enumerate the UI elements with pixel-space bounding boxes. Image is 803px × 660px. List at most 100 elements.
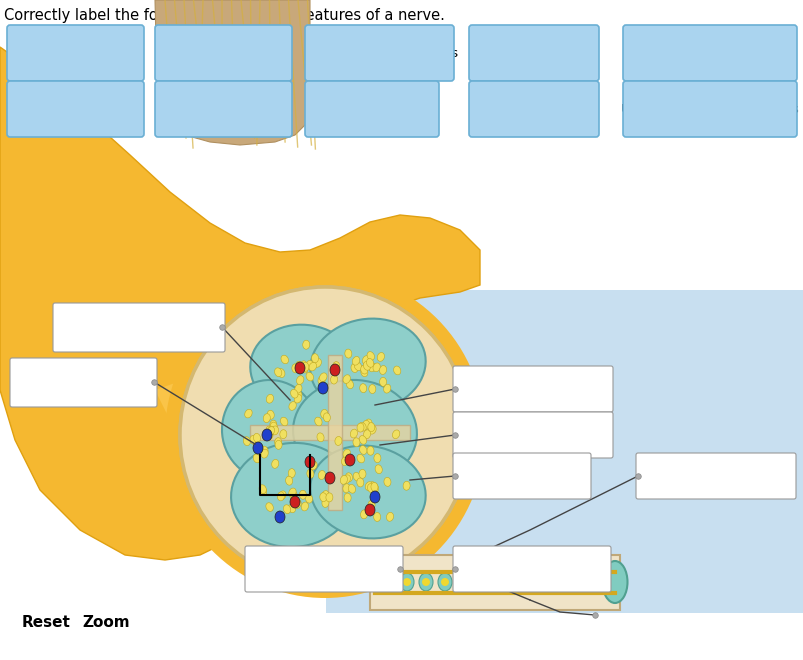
Ellipse shape bbox=[275, 438, 281, 447]
Ellipse shape bbox=[375, 465, 381, 474]
Ellipse shape bbox=[513, 573, 528, 591]
Ellipse shape bbox=[350, 429, 357, 438]
Text: Unmyelinated nerve fibers: Unmyelinated nerve fibers bbox=[621, 102, 798, 115]
Ellipse shape bbox=[266, 503, 273, 512]
Ellipse shape bbox=[277, 369, 284, 378]
Circle shape bbox=[422, 578, 430, 586]
Ellipse shape bbox=[280, 417, 287, 426]
Ellipse shape bbox=[383, 384, 390, 393]
Ellipse shape bbox=[267, 426, 275, 435]
Ellipse shape bbox=[359, 436, 366, 444]
Circle shape bbox=[516, 578, 524, 586]
Ellipse shape bbox=[343, 475, 350, 484]
Ellipse shape bbox=[296, 361, 303, 370]
Ellipse shape bbox=[306, 360, 313, 370]
Ellipse shape bbox=[259, 484, 266, 494]
Polygon shape bbox=[155, 372, 291, 478]
Ellipse shape bbox=[367, 352, 374, 360]
Text: Reset: Reset bbox=[22, 615, 71, 630]
Ellipse shape bbox=[359, 383, 366, 393]
FancyBboxPatch shape bbox=[468, 81, 598, 137]
Ellipse shape bbox=[335, 436, 341, 446]
Ellipse shape bbox=[180, 287, 470, 583]
Ellipse shape bbox=[363, 430, 370, 439]
Ellipse shape bbox=[359, 446, 366, 454]
Ellipse shape bbox=[280, 355, 288, 364]
Ellipse shape bbox=[275, 511, 284, 523]
Ellipse shape bbox=[570, 573, 585, 591]
Ellipse shape bbox=[310, 446, 425, 539]
Ellipse shape bbox=[261, 446, 267, 455]
Ellipse shape bbox=[346, 380, 353, 389]
Ellipse shape bbox=[345, 473, 352, 482]
Circle shape bbox=[497, 578, 505, 586]
Ellipse shape bbox=[308, 362, 316, 371]
Ellipse shape bbox=[253, 442, 263, 454]
Ellipse shape bbox=[310, 319, 425, 411]
Ellipse shape bbox=[366, 446, 373, 455]
Ellipse shape bbox=[357, 478, 364, 487]
Ellipse shape bbox=[180, 287, 470, 583]
Ellipse shape bbox=[369, 363, 376, 372]
Ellipse shape bbox=[300, 364, 308, 373]
FancyBboxPatch shape bbox=[155, 25, 291, 81]
Ellipse shape bbox=[271, 459, 279, 469]
Ellipse shape bbox=[371, 484, 378, 492]
Ellipse shape bbox=[275, 440, 282, 449]
Ellipse shape bbox=[373, 363, 380, 372]
Ellipse shape bbox=[299, 490, 306, 499]
Ellipse shape bbox=[253, 434, 260, 442]
Ellipse shape bbox=[379, 366, 386, 374]
Ellipse shape bbox=[351, 364, 357, 372]
Circle shape bbox=[573, 578, 581, 586]
Ellipse shape bbox=[365, 482, 372, 490]
Polygon shape bbox=[155, 0, 310, 145]
Ellipse shape bbox=[367, 484, 374, 492]
Ellipse shape bbox=[344, 493, 351, 502]
Ellipse shape bbox=[357, 423, 364, 432]
FancyBboxPatch shape bbox=[635, 453, 795, 499]
Ellipse shape bbox=[362, 420, 369, 429]
Ellipse shape bbox=[304, 456, 315, 468]
Ellipse shape bbox=[329, 364, 340, 376]
FancyBboxPatch shape bbox=[304, 81, 438, 137]
Ellipse shape bbox=[295, 384, 302, 393]
FancyBboxPatch shape bbox=[468, 25, 598, 81]
Ellipse shape bbox=[377, 352, 384, 361]
FancyBboxPatch shape bbox=[622, 25, 796, 81]
Ellipse shape bbox=[277, 492, 284, 501]
Ellipse shape bbox=[250, 436, 257, 444]
FancyBboxPatch shape bbox=[245, 546, 402, 592]
Ellipse shape bbox=[320, 493, 327, 502]
Ellipse shape bbox=[368, 500, 374, 510]
Ellipse shape bbox=[291, 364, 299, 373]
FancyBboxPatch shape bbox=[452, 412, 612, 458]
FancyBboxPatch shape bbox=[452, 546, 610, 592]
Ellipse shape bbox=[300, 361, 307, 370]
Ellipse shape bbox=[320, 409, 328, 418]
Ellipse shape bbox=[311, 354, 318, 363]
Polygon shape bbox=[328, 355, 341, 510]
Ellipse shape bbox=[261, 449, 268, 458]
Ellipse shape bbox=[293, 380, 417, 484]
Ellipse shape bbox=[253, 454, 260, 463]
Ellipse shape bbox=[288, 402, 296, 411]
Ellipse shape bbox=[288, 504, 296, 513]
Ellipse shape bbox=[330, 375, 337, 384]
Ellipse shape bbox=[267, 411, 274, 419]
Ellipse shape bbox=[456, 573, 471, 591]
Ellipse shape bbox=[290, 389, 298, 398]
Ellipse shape bbox=[306, 372, 313, 381]
Ellipse shape bbox=[275, 368, 282, 377]
Ellipse shape bbox=[589, 573, 603, 591]
FancyBboxPatch shape bbox=[452, 366, 612, 412]
Circle shape bbox=[402, 578, 410, 586]
Ellipse shape bbox=[230, 443, 354, 547]
Ellipse shape bbox=[369, 426, 376, 434]
Ellipse shape bbox=[270, 420, 276, 429]
Ellipse shape bbox=[495, 573, 508, 591]
Circle shape bbox=[441, 578, 448, 586]
Bar bbox=[369, 555, 619, 610]
Ellipse shape bbox=[295, 362, 304, 374]
Ellipse shape bbox=[267, 426, 275, 436]
